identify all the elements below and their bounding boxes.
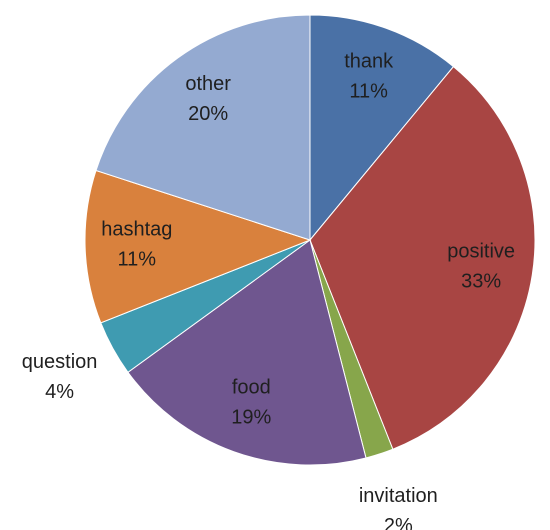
pie-slice	[84, 169, 312, 324]
slice-value-label: 33%	[461, 270, 501, 292]
slice-label: hashtag	[101, 219, 172, 241]
slice-label: invitation	[359, 485, 438, 507]
slice-value-label: 19%	[231, 406, 271, 428]
slice-value-label: 11%	[118, 249, 157, 271]
slice-label: food	[232, 376, 271, 398]
slice-value-label: 2%	[384, 515, 413, 530]
slice-value-label: 4%	[45, 381, 74, 403]
slice-value-label: 11%	[349, 80, 388, 102]
pie-slice	[127, 239, 367, 466]
slice-label: other	[185, 73, 231, 95]
pie-slice	[309, 14, 455, 242]
slice-value-label: 20%	[188, 103, 228, 125]
pie-slice	[95, 14, 311, 241]
slice-label: thank	[344, 50, 394, 72]
pie-slice	[309, 65, 536, 450]
slice-label: question	[22, 351, 98, 373]
slice-label: positive	[447, 240, 515, 262]
